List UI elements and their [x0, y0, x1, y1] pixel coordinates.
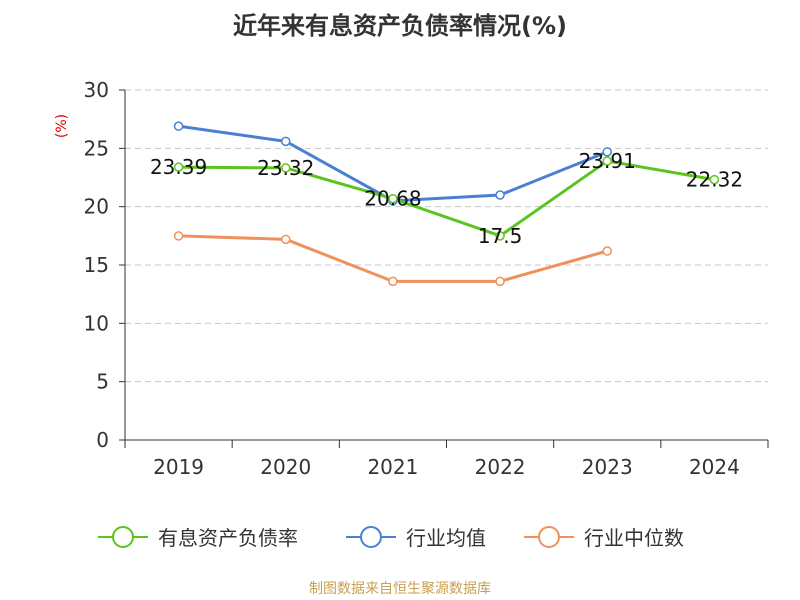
- source-note: 制图数据来自恒生聚源数据库: [309, 581, 491, 597]
- x-tick-label: 2020: [260, 455, 311, 479]
- data-point: [602, 246, 612, 256]
- x-tick-label: 2021: [367, 455, 418, 479]
- data-point: [709, 174, 720, 185]
- data-point: [281, 234, 291, 245]
- x-tick-label: 2022: [475, 455, 526, 479]
- legend-marker: [112, 526, 134, 548]
- data-point: [173, 231, 184, 241]
- data-label: 22.32: [686, 168, 743, 192]
- data-point: [602, 156, 612, 166]
- legend-marker: [360, 526, 382, 548]
- y-tick-label: 0: [96, 428, 109, 452]
- y-axis-label: (%): [54, 114, 70, 138]
- data-point: [281, 136, 291, 147]
- data-label: 23.91: [579, 149, 636, 173]
- y-tick-label: 10: [84, 311, 109, 335]
- y-tick-label: 25: [84, 136, 109, 160]
- x-tick-label: 2019: [153, 455, 204, 479]
- data-point: [281, 163, 291, 173]
- y-tick-label: 20: [84, 195, 109, 219]
- data-point: [602, 147, 612, 157]
- data-point: [495, 190, 505, 200]
- data-label: 23.39: [150, 155, 207, 179]
- chart-title: 近年来有息资产负债率情况(%): [233, 12, 567, 40]
- data-point: [495, 276, 505, 287]
- x-tick-label: 2023: [582, 455, 633, 479]
- data-label: 20.68: [364, 187, 421, 211]
- legend-marker: [538, 526, 560, 548]
- data-point: [173, 121, 184, 131]
- data-point: [388, 193, 398, 204]
- data-point: [388, 276, 398, 287]
- series-line: [178, 234, 608, 283]
- data-label: 17.5: [478, 224, 523, 248]
- legend-label: 行业均值: [406, 526, 486, 550]
- x-tick-label: 2024: [689, 455, 740, 479]
- data-point: [495, 231, 505, 241]
- y-tick-label: 5: [96, 370, 109, 394]
- y-tick-label: 30: [84, 78, 109, 102]
- y-tick-label: 15: [84, 253, 109, 277]
- legend-label: 行业中位数: [584, 526, 684, 550]
- data-label: 23.32: [257, 156, 314, 180]
- legend-label: 有息资产负债率: [158, 526, 298, 550]
- data-point: [173, 162, 184, 172]
- series-line: [178, 159, 715, 238]
